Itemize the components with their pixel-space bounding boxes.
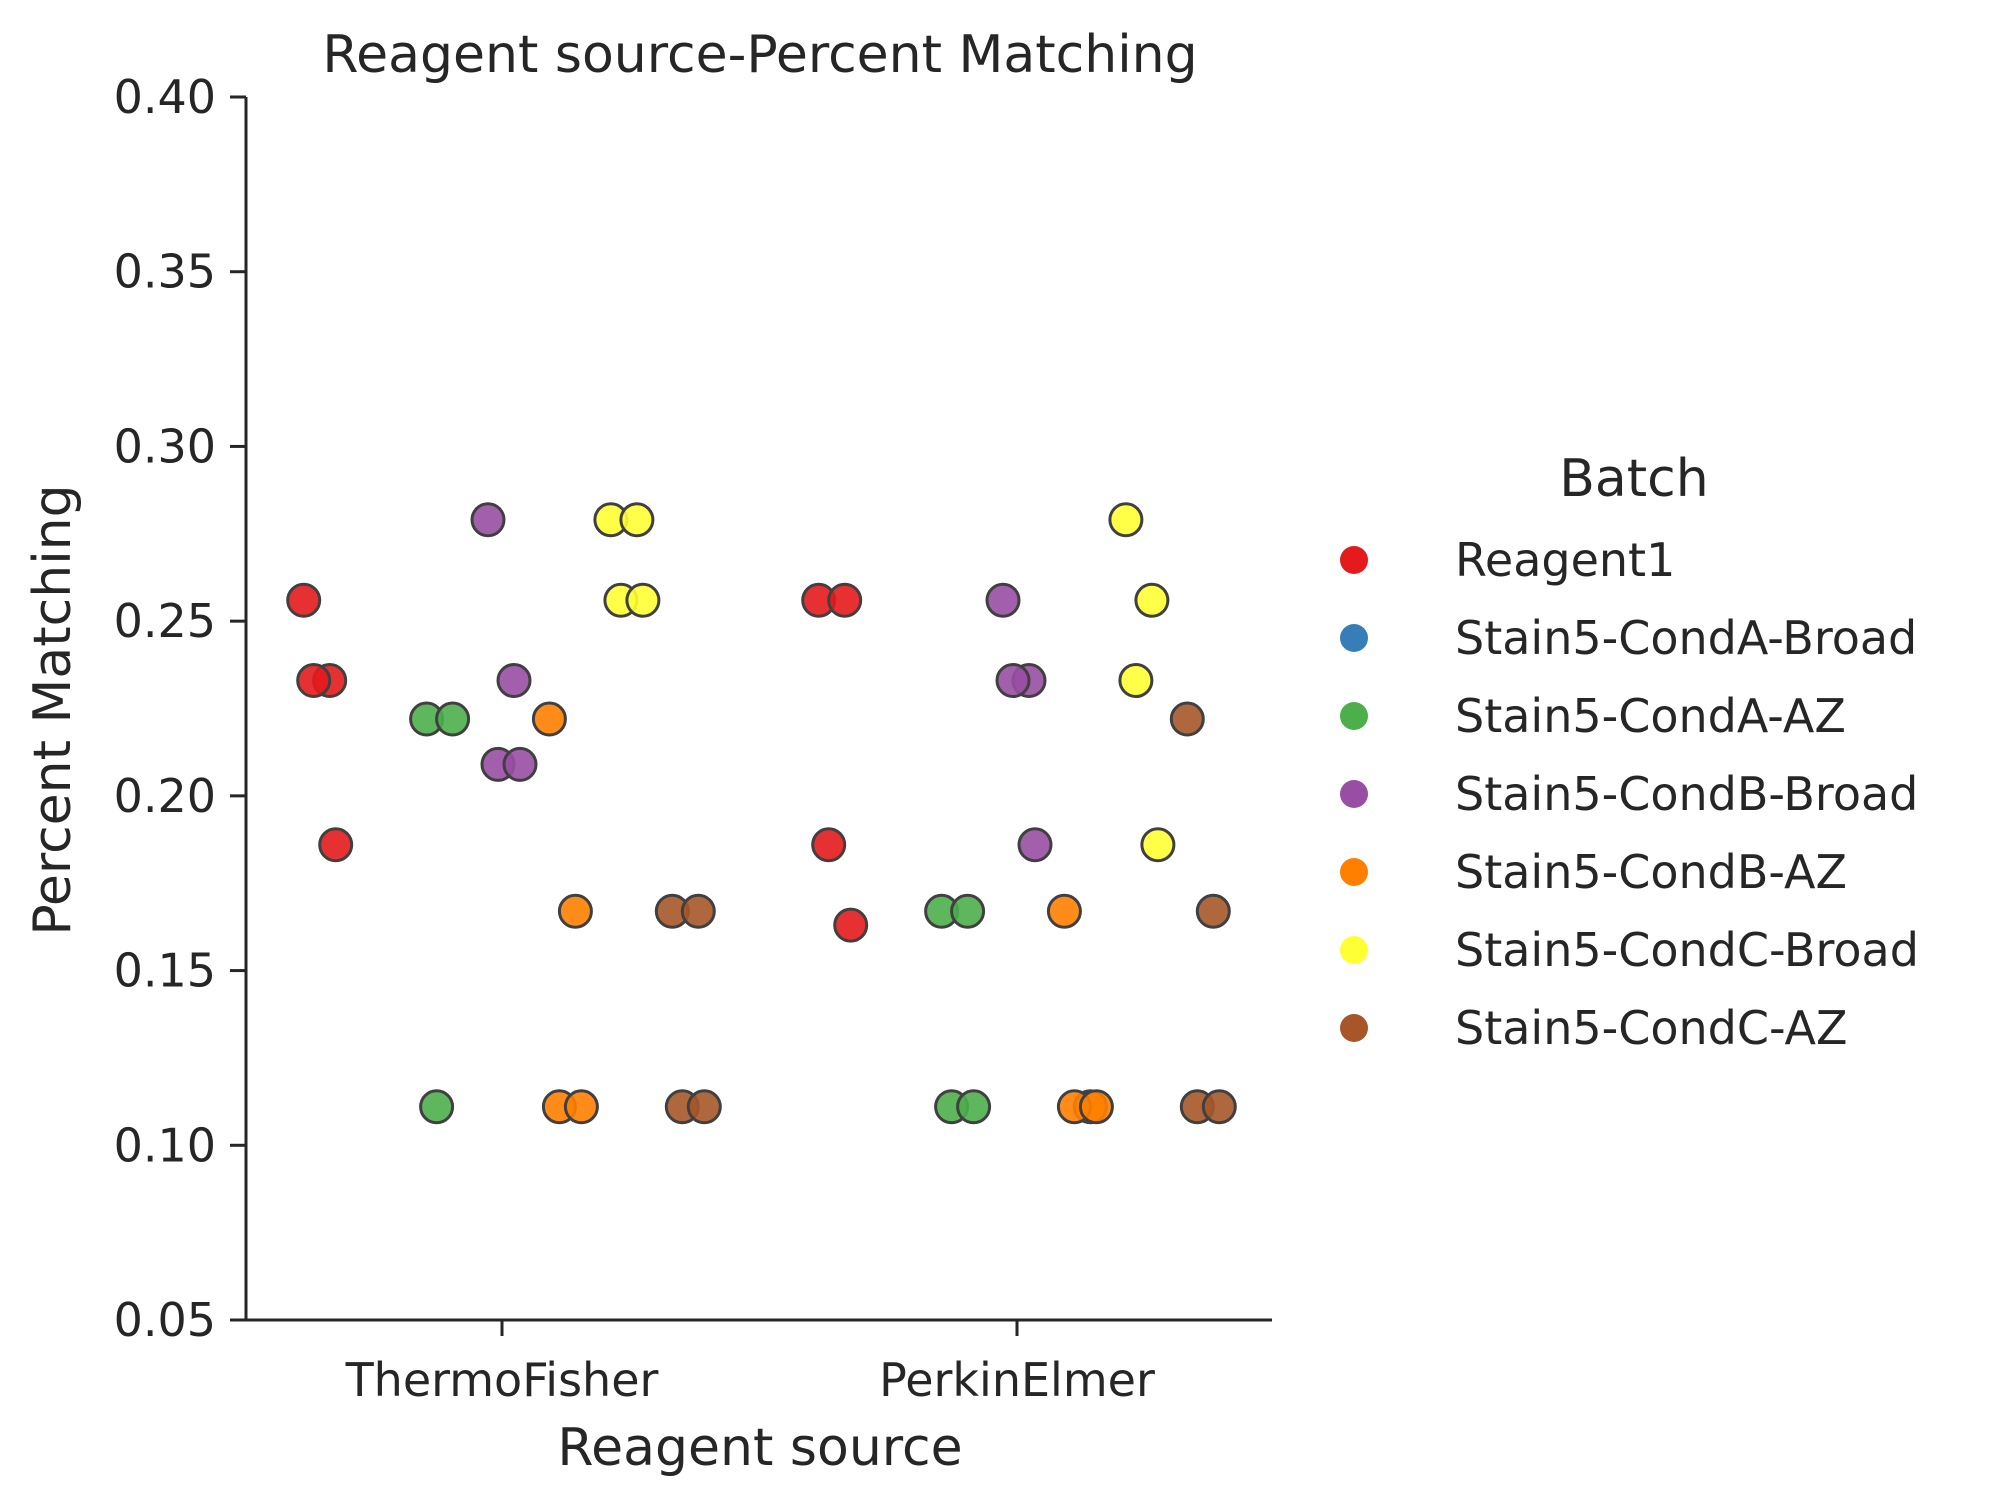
data-point (1046, 893, 1082, 929)
data-point (995, 663, 1031, 698)
data-point (296, 663, 332, 698)
x-axis-label: Reagent source (557, 1418, 962, 1478)
legend: Batch Reagent1 Stain5-CondA-Broad Stain5-C… (1340, 449, 1919, 1055)
chart-title: Reagent source-Percent Matching (322, 25, 1197, 85)
data-point (1078, 1089, 1114, 1125)
data-point (286, 582, 322, 618)
legend-label: Stain5-CondB-AZ (1455, 845, 1847, 899)
x-tick-label: PerkinElmer (879, 1353, 1155, 1407)
legend-marker (1340, 702, 1368, 730)
data-point (1201, 1089, 1237, 1125)
data-point (470, 502, 506, 538)
data-point (1108, 502, 1144, 538)
data-point (619, 502, 655, 538)
data-point (833, 907, 869, 943)
legend-label: Stain5-CondC-AZ (1455, 1001, 1848, 1055)
legend-label: Stain5-CondC-Broad (1455, 923, 1919, 977)
y-tick-label: 0.05 (114, 1293, 216, 1347)
data-points (286, 502, 1237, 1125)
data-point (318, 827, 354, 863)
y-tick-label: 0.10 (114, 1118, 216, 1172)
data-point (827, 582, 863, 618)
legend-label: Reagent1 (1455, 533, 1675, 587)
data-point (956, 1089, 992, 1125)
y-tick-label: 0.25 (114, 594, 216, 648)
data-point (496, 663, 532, 698)
data-point (557, 893, 593, 929)
data-point (680, 893, 716, 929)
data-point (531, 701, 567, 737)
data-point (811, 827, 847, 863)
data-point (1118, 663, 1154, 698)
y-tick-label: 0.20 (114, 769, 216, 823)
data-point (950, 893, 986, 929)
data-point (419, 1089, 455, 1125)
legend-marker (1340, 546, 1368, 574)
data-point (502, 746, 538, 782)
data-point (1140, 827, 1176, 863)
data-point (1195, 893, 1231, 929)
legend-marker (1340, 858, 1368, 886)
legend-marker (1340, 936, 1368, 964)
x-axis: ThermoFisher PerkinElmer (246, 1318, 1272, 1407)
data-point (1134, 582, 1170, 618)
data-point (1169, 701, 1205, 737)
x-tick-label: ThermoFisher (345, 1353, 659, 1407)
data-point (435, 701, 471, 737)
data-point (686, 1089, 722, 1125)
legend-marker (1340, 624, 1368, 652)
legend-marker (1340, 1014, 1368, 1042)
legend-items: Reagent1 Stain5-CondA-Broad Stain5-CondA-A… (1340, 533, 1919, 1055)
y-tick-label: 0.30 (114, 419, 216, 473)
y-tick-label: 0.35 (114, 245, 216, 299)
data-point (625, 582, 661, 618)
legend-label: Stain5-CondA-Broad (1455, 611, 1917, 665)
data-point (563, 1089, 599, 1125)
legend-label: Stain5-CondA-AZ (1455, 689, 1846, 743)
y-axis: 0.05 0.10 0.15 0.20 0.25 0.30 0.35 0.40 (114, 70, 248, 1347)
data-point (1017, 827, 1053, 863)
legend-title: Batch (1559, 449, 1708, 509)
y-axis-label: Percent Matching (23, 484, 83, 935)
legend-label: Stain5-CondB-Broad (1455, 767, 1918, 821)
data-point (985, 582, 1021, 618)
y-tick-label: 0.40 (114, 70, 216, 124)
legend-marker (1340, 780, 1368, 808)
y-tick-label: 0.15 (114, 944, 216, 998)
